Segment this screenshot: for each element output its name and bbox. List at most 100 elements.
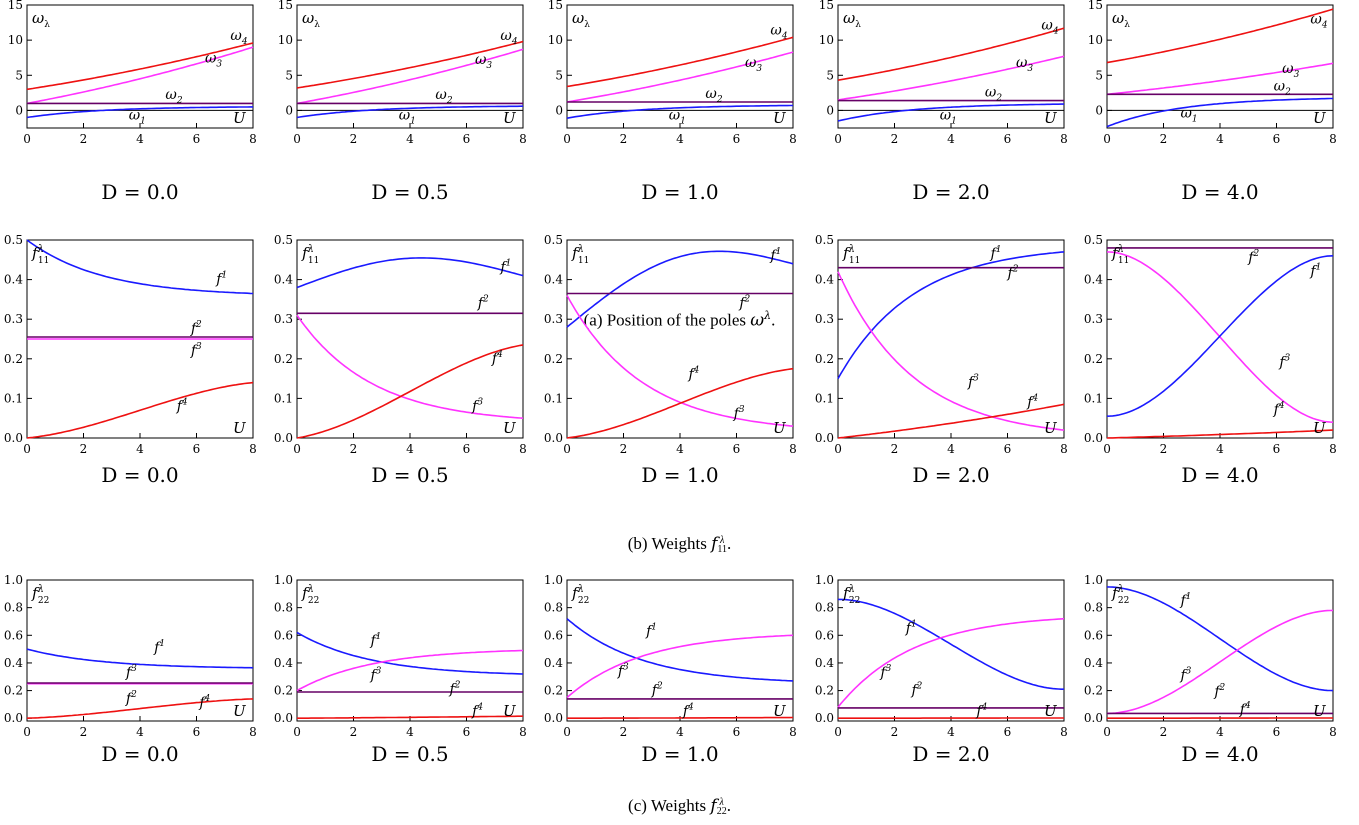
y-tick-label: 0.2: [815, 352, 834, 366]
curve-label: ω1: [399, 108, 416, 127]
x-tick-label: 2: [350, 725, 358, 739]
curve-blue: [566, 618, 794, 682]
y-tick-label: 0.2: [544, 352, 563, 366]
curve-label: f4: [491, 350, 503, 367]
y-tick-label: 15: [278, 0, 293, 12]
caption-a-sup: λ: [764, 309, 772, 322]
x-tick-label: 8: [1060, 725, 1068, 739]
u-axis-label: U: [1313, 109, 1327, 127]
x-tick-label: 2: [620, 442, 628, 456]
y-tick-label: 1.0: [1084, 573, 1103, 587]
corner-label: fλ 22: [301, 584, 319, 606]
y-tick-label: 0.5: [274, 233, 293, 247]
curve-label: f1: [499, 259, 511, 276]
curve-red: [1106, 429, 1334, 439]
corner-label: fλ 22: [31, 584, 49, 606]
y-tick-label: 0.4: [1084, 273, 1103, 287]
x-tick-label: 0: [834, 132, 842, 146]
x-tick-label: 6: [1273, 442, 1281, 456]
corner-label: ωλ: [572, 9, 590, 30]
x-tick-label: 4: [1216, 725, 1224, 739]
y-tick-label: 15: [819, 0, 834, 12]
curve-red: [296, 40, 524, 89]
curve-label: f4: [687, 366, 699, 383]
y-tick-label: 0.4: [815, 656, 834, 670]
y-tick-label: 0.1: [815, 391, 834, 405]
curve-red: [26, 698, 254, 719]
u-axis-label: U: [503, 702, 517, 720]
y-tick-label: 0.6: [815, 628, 834, 642]
x-tick-label: 0: [834, 442, 842, 456]
x-tick-label: 2: [620, 725, 628, 739]
curve-label: f2: [1247, 249, 1259, 266]
x-tick-label: 4: [136, 442, 144, 456]
caption-c-prefix: (c) Weights: [628, 796, 711, 815]
y-tick-label: 0.0: [274, 431, 293, 445]
x-tick-label: 8: [1329, 725, 1337, 739]
caption-a: (a) Position of the poles ωλ.: [0, 309, 1359, 331]
y-tick-label: 0.5: [4, 233, 23, 247]
curve-label: f3: [733, 405, 745, 422]
plot-svg: 0 5 10 15 0 2 4 6 8 ωλ Uω4 ω3 ω2 ω1: [548, 0, 797, 146]
curve-blue: [566, 104, 793, 119]
curve-magenta: [296, 649, 524, 692]
y-tick-label: 0.6: [1084, 628, 1103, 642]
x-tick-label: 2: [350, 132, 358, 146]
curve-label: f2: [1213, 683, 1225, 700]
curve-label: ω4: [500, 28, 517, 47]
y-tick-label: 0: [1095, 103, 1103, 117]
y-tick-label: 1.0: [815, 573, 834, 587]
u-axis-label: U: [773, 702, 787, 720]
x-tick-label: 4: [676, 725, 684, 739]
curve-label: f3: [1179, 667, 1191, 684]
x-tick-label: 4: [406, 725, 414, 739]
curve-magenta: [296, 314, 524, 419]
d-value-label: D = 0.0: [101, 742, 179, 766]
y-tick-label: 0.0: [1084, 431, 1103, 445]
x-tick-label: 4: [136, 725, 144, 739]
plot-svg: 0.0 0.2 0.4 0.6 0.8 1.0 0 2 4 6 8 fλ 22 Uf1 f3 f2 f4: [274, 573, 527, 739]
plot-frame: [26, 579, 254, 722]
y-tick-label: 0.4: [544, 656, 563, 670]
curve-blue: [296, 257, 524, 289]
plot-svg: 0.0 0.1 0.2 0.3 0.4 0.5 0 2 4 6 8 fλ 11 Uf1 f2 f4 f3: [544, 233, 797, 456]
y-tick-label: 0.4: [815, 273, 834, 287]
plot-svg: 0 5 10 15 0 2 4 6 8 ωλ Uω4 ω3 ω2 ω1: [8, 0, 257, 146]
plot-svg: 0.0 0.2 0.4 0.6 0.8 1.0 0 2 4 6 8 fλ 22 Uf1 f3 f2 f4: [1084, 573, 1337, 739]
x-tick-label: 6: [1004, 725, 1012, 739]
d-value-label: D = 0.5: [371, 463, 449, 487]
curve-blue: [838, 598, 1064, 690]
curve-label: ω3: [475, 52, 492, 71]
curve-label: f4: [975, 702, 987, 719]
x-tick-label: 0: [563, 442, 571, 456]
y-tick-label: 1.0: [4, 573, 23, 587]
corner-label: ωλ: [32, 9, 50, 30]
x-tick-label: 2: [350, 442, 358, 456]
curve-label: f1: [905, 620, 917, 637]
curve-label: f1: [769, 247, 781, 264]
curve-label: ω2: [985, 84, 1002, 103]
y-tick-label: 5: [1095, 68, 1103, 82]
curve-red: [1106, 8, 1334, 64]
curve-label: f1: [1179, 592, 1191, 609]
curve-blue: [26, 648, 254, 669]
plot-frame: [296, 579, 524, 722]
caption-a-prefix: (a) Position of the poles: [583, 310, 751, 330]
y-tick-label: 1.0: [274, 573, 293, 587]
y-tick-label: 15: [1088, 0, 1103, 12]
x-tick-label: 2: [891, 442, 899, 456]
x-tick-label: 8: [789, 442, 797, 456]
x-tick-label: 8: [1060, 132, 1068, 146]
x-tick-label: 4: [676, 132, 684, 146]
curve-label: f1: [153, 639, 165, 656]
curve-label: f2: [125, 690, 137, 707]
caption-b-prefix: (b) Weights: [627, 534, 712, 553]
curve-magenta: [837, 271, 1065, 431]
plot-frame: [1106, 579, 1334, 722]
